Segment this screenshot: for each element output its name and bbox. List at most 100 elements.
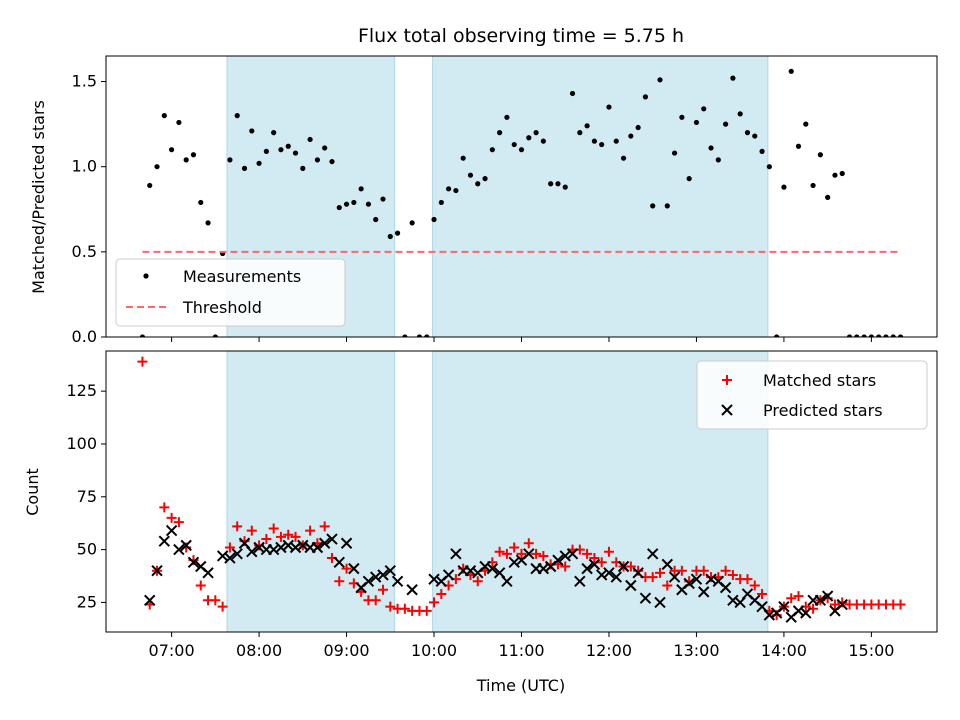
- measurement-point: [300, 165, 306, 171]
- predicted-star-point: [763, 609, 776, 621]
- legend: Measurements Threshold: [115, 258, 346, 327]
- predicted-star-point: [428, 573, 440, 585]
- measurement-point: [533, 130, 539, 136]
- measurement-point: [803, 121, 809, 127]
- measurement-point: [351, 199, 357, 206]
- predicted-star-point: [246, 546, 258, 558]
- measurement-point: [285, 143, 291, 149]
- measurement-point: [854, 334, 860, 337]
- measurement-point: [832, 172, 838, 178]
- measurement-point: [701, 106, 707, 112]
- legend-label: Predicted stars: [763, 401, 883, 420]
- measurement-point: [635, 124, 641, 131]
- x-tick-label: 12:00: [586, 641, 632, 660]
- measurement-point: [409, 220, 415, 226]
- measurement-point: [322, 145, 328, 151]
- measurement-point: [548, 181, 554, 187]
- measurement-point: [868, 334, 874, 337]
- ratio-panel: 0.0 0.5 1.0 1.5 Measurements Threshold: [72, 55, 938, 346]
- measurement-point: [897, 334, 904, 337]
- predicted-star-point: [282, 539, 294, 552]
- measurement-point: [825, 194, 831, 200]
- bottom-y-axis-label: Count: [23, 468, 42, 516]
- measurement-point: [810, 182, 816, 189]
- measurement-point: [839, 170, 845, 177]
- matched-star-point: [538, 550, 549, 561]
- predicted-star-point: [144, 594, 156, 607]
- x-tick-label: 11:00: [498, 641, 544, 660]
- matched-star-point: [429, 597, 440, 608]
- measurement-point: [890, 334, 896, 337]
- predicted-star-point: [566, 548, 579, 560]
- matched-star-point: [516, 548, 527, 559]
- predicted-star-point: [442, 569, 455, 581]
- measurement-point: [139, 334, 146, 337]
- measurement-point: [365, 201, 372, 207]
- measurement-point: [263, 148, 269, 154]
- x-tick-label: 08:00: [236, 641, 282, 660]
- predicted-star-point: [377, 569, 389, 581]
- measurement-point: [650, 203, 656, 209]
- predicted-star-point: [333, 556, 345, 568]
- matched-star-point: [596, 557, 607, 568]
- measurement-point: [781, 184, 787, 190]
- matched-star-point: [829, 599, 840, 610]
- matched-star-point: [268, 523, 279, 534]
- matched-star-point: [370, 595, 381, 606]
- measurement-point: [504, 114, 510, 120]
- matched-star-point: [385, 601, 396, 612]
- predicted-star-point: [311, 541, 324, 554]
- predicted-star-point: [654, 596, 666, 609]
- matched-star-point: [662, 580, 673, 591]
- predicted-star-point: [216, 550, 229, 562]
- measurement-point: [730, 75, 736, 81]
- matched-star-point: [319, 521, 330, 532]
- matched-star-point: [275, 531, 286, 542]
- matched-star-point: [137, 356, 148, 367]
- predicted-star-point: [384, 565, 396, 577]
- matched-star-point: [625, 561, 636, 572]
- measurement-point: [336, 204, 342, 211]
- predicted-star-point: [362, 575, 375, 588]
- y-tick-label: 25: [77, 592, 97, 611]
- matched-star-point: [582, 548, 593, 559]
- measurement-point: [664, 203, 670, 209]
- predicted-star-point: [180, 539, 192, 552]
- legend-box: [115, 258, 346, 327]
- measurement-point: [774, 334, 780, 337]
- predicted-star-point: [552, 554, 564, 566]
- predicted-star-point: [340, 537, 353, 549]
- predicted-star-point: [581, 562, 593, 575]
- matched-star-point: [378, 584, 388, 595]
- measurement-point: [708, 145, 714, 151]
- legend-label: Threshold: [182, 298, 262, 317]
- measurement-point: [453, 187, 459, 194]
- matched-star-point: [749, 580, 760, 591]
- predicted-star-point: [391, 575, 404, 588]
- predicted-star-point: [267, 543, 280, 556]
- measurement-point: [183, 157, 189, 163]
- measurement-point: [737, 111, 743, 117]
- measurement-point: [642, 94, 649, 100]
- predicted-star-point: [202, 567, 214, 579]
- legend-label: Matched stars: [763, 371, 876, 390]
- measurement-point: [876, 334, 882, 337]
- measurement-point: [788, 68, 794, 74]
- measurement-point: [307, 136, 313, 143]
- matched-star-point: [436, 588, 447, 599]
- predicted-star-point: [165, 524, 178, 537]
- measurement-point: [883, 334, 889, 337]
- measurement-point: [292, 150, 299, 156]
- measurement-point: [752, 133, 758, 139]
- measurement-point: [497, 130, 503, 136]
- measurement-point: [169, 147, 175, 153]
- predicted-star-point: [450, 548, 462, 560]
- predicted-star-point: [406, 584, 418, 596]
- measurement-point: [431, 216, 437, 223]
- predicted-star-point: [151, 565, 163, 577]
- measurement-point: [817, 152, 823, 158]
- measurement-point: [540, 138, 546, 144]
- legend-label: Measurements: [183, 267, 301, 286]
- measurement-point: [227, 157, 233, 163]
- matched-star-point: [224, 542, 235, 553]
